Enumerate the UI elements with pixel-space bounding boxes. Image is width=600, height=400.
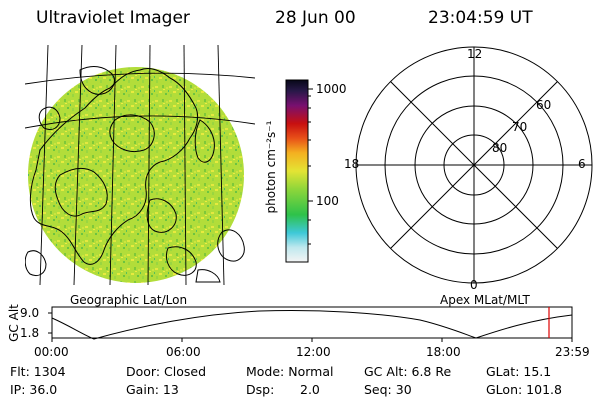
orbit-xtick-2359: 23:59: [555, 345, 590, 359]
dsp-value: 2.0: [300, 382, 320, 397]
time-label: 23:04:59 UT: [428, 8, 533, 28]
sequence-value: Seq: 30: [364, 382, 412, 397]
mlt-label-6: 6: [578, 157, 586, 171]
map-overlay: [25, 66, 245, 283]
polar-grid: [355, 46, 593, 284]
color-scale-unit-label: photon cm⁻²s⁻¹: [264, 120, 278, 214]
door-status: Door: Closed: [126, 364, 207, 379]
color-scale-tick-100: 100: [316, 194, 339, 208]
mlat-label-70: 70: [512, 120, 528, 134]
latlon-grid: [25, 45, 255, 285]
mode-value: Mode: Normal: [246, 364, 334, 379]
polar-projection-label: Apex MLat/MLT: [440, 293, 530, 307]
mlt-label-0: 0: [470, 278, 478, 292]
mlt-label-12: 12: [467, 47, 483, 61]
geo-latitude: GLat: 15.1: [486, 364, 552, 379]
ip-value: IP: 36.0: [10, 382, 58, 397]
color-scale-ticks: [308, 88, 313, 245]
flight-number: Flt: 1304: [10, 364, 66, 379]
color-scale-bar: [285, 79, 309, 263]
orbit-xtick-0000: 00:00: [34, 345, 69, 359]
orbit-xtick-1800: 18:00: [426, 345, 461, 359]
map-projection-label: Geographic Lat/Lon: [70, 293, 188, 307]
mlat-label-60: 60: [536, 98, 552, 112]
color-scale-tick-1000: 1000: [316, 82, 347, 96]
geo-longitude: GLon: 101.8: [486, 382, 562, 397]
orbit-ylabel: GC Alt: [7, 304, 21, 342]
instrument-title: Ultraviolet Imager: [36, 8, 190, 28]
uv-image-disk: [28, 67, 244, 283]
orbit-xtick-1200: 12:00: [296, 345, 331, 359]
orbit-ytick-9: 9.0: [20, 306, 40, 320]
orbit-xtick-0600: 06:00: [166, 345, 201, 359]
orbit-ytick-1-8: 1.8: [20, 326, 40, 340]
orbit-altitude-panel: [48, 306, 573, 342]
mlt-label-18: 18: [344, 157, 360, 171]
gain-value: Gain: 13: [126, 382, 179, 397]
gc-altitude: GC Alt: 6.8 Re: [364, 364, 452, 379]
mlat-label-80: 80: [492, 141, 508, 155]
dsp-label: Dsp:: [246, 382, 275, 397]
date-label: 28 Jun 00: [275, 8, 356, 28]
